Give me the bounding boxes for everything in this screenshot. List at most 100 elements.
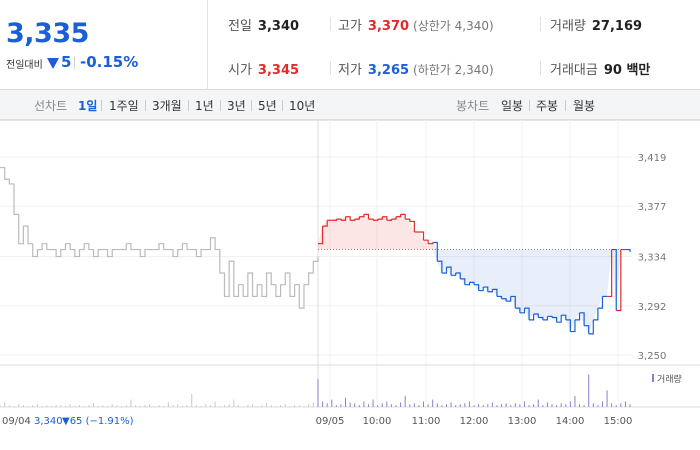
today-line-segment — [382, 216, 388, 221]
today-line-segment — [386, 219, 393, 221]
period-tab-1w[interactable]: 1주일 — [109, 99, 139, 113]
down-triangle-icon — [47, 58, 59, 69]
today-line-segment — [363, 213, 370, 220]
stat-label: 시가 — [228, 63, 252, 78]
change-label: 전일대비 — [6, 60, 43, 71]
today-line-segment — [579, 312, 585, 326]
intraday-chart-area: 3,419 3,377 3,334 3,292 3,250 거래량 09/05 10:00 11… — [0, 120, 700, 450]
today-line-segment — [405, 218, 411, 222]
today-line-segment — [377, 216, 383, 220]
today-line-segment — [464, 282, 471, 286]
stat-low: 저가 3,265 (하한가 2,340) — [338, 59, 494, 78]
change-value: 5 — [61, 53, 72, 71]
stat-sub: (하한가 2,340) — [413, 63, 494, 77]
today-line-segment — [538, 316, 544, 320]
period-divider — [251, 100, 252, 111]
today-line-segment — [474, 284, 480, 291]
period-tab-3y[interactable]: 3년 — [227, 99, 246, 113]
today-line-segment — [561, 314, 567, 320]
change-divider — [74, 57, 75, 69]
today-line-segment — [350, 219, 356, 221]
today-line-segment — [432, 241, 438, 262]
today-line-segment — [588, 319, 594, 335]
stat-amount: 거래대금 90 백만 — [550, 59, 650, 78]
today-line-segment — [529, 313, 535, 321]
stat-label: 전일 — [228, 19, 252, 34]
stat-label: 거래량 — [550, 19, 586, 34]
candle-tab-weekly[interactable]: 주봉 — [536, 99, 559, 113]
period-tab-1y[interactable]: 1년 — [195, 99, 214, 113]
stat-value: 3,340 — [257, 19, 300, 34]
candle-tab-monthly[interactable]: 월봉 — [573, 99, 596, 113]
period-divider — [220, 100, 221, 111]
today-line-segment — [510, 295, 516, 309]
period-tab-5y[interactable]: 5년 — [258, 99, 277, 113]
today-line-segment — [446, 266, 452, 276]
stat-value: 3,370 — [367, 19, 410, 34]
stat-volume: 거래량 27,169 — [550, 15, 642, 34]
prev-day-close: 3,340 — [34, 416, 63, 427]
period-tab-3m[interactable]: 3개월 — [152, 99, 182, 113]
stat-divider — [540, 17, 541, 31]
today-line-segment — [460, 278, 466, 285]
today-line-segment — [570, 319, 576, 333]
today-line-segment — [565, 319, 571, 332]
today-line-segment — [336, 218, 342, 221]
today-line-segment — [441, 267, 448, 274]
stat-label: 저가 — [338, 63, 362, 78]
x-tick-label: 12:00 — [460, 416, 489, 427]
today-line-segment — [501, 298, 507, 302]
current-price: 3,335 — [6, 18, 89, 49]
y-tick-label: 3,334 — [638, 253, 667, 264]
stat-label: 거래대금 — [550, 63, 598, 78]
today-line-segment — [437, 260, 443, 273]
today-line-segment — [597, 296, 604, 309]
stat-value: 3,265 — [367, 63, 410, 78]
today-line-segment — [469, 281, 475, 285]
today-line-segment — [451, 272, 457, 276]
today-line-segment — [478, 287, 484, 292]
stat-sub: (상한가 4,340) — [413, 19, 494, 33]
today-line-segment — [616, 249, 622, 312]
stat-divider — [540, 61, 541, 75]
x-tick-label: 14:00 — [556, 416, 585, 427]
prev-day-change: ▼65 (−1.91%) — [62, 416, 134, 427]
y-tick-label: 3,377 — [638, 202, 667, 213]
line-chart-label: 선차트 — [34, 99, 68, 113]
stat-value: 3,345 — [257, 63, 300, 78]
x-tick-label: 11:00 — [412, 416, 441, 427]
today-line-segment — [359, 214, 365, 218]
today-line-segment — [515, 307, 521, 313]
prev-day-line — [0, 166, 319, 309]
today-line-segment — [533, 313, 539, 318]
x-tick-label: 10:00 — [363, 416, 392, 427]
prev-day-date: 09/04 — [2, 416, 31, 427]
y-tick-label: 3,292 — [638, 302, 667, 313]
stat-high: 고가 3,370 (상한가 4,340) — [338, 15, 494, 34]
stat-divider — [330, 17, 331, 31]
today-line-segment — [496, 295, 503, 299]
period-divider — [565, 100, 566, 111]
stat-value: 27,169 — [591, 19, 643, 34]
today-line-segment — [492, 288, 498, 297]
period-divider — [101, 100, 102, 111]
stat-divider — [330, 61, 331, 75]
y-tick-label: 3,419 — [638, 153, 667, 164]
today-line-segment — [345, 216, 351, 221]
today-line-segment — [524, 307, 530, 320]
today-line-segment — [409, 220, 415, 232]
stat-label: 고가 — [338, 19, 362, 34]
today-line-segment — [611, 248, 617, 311]
candle-tab-daily[interactable]: 일봉 — [501, 99, 524, 113]
intraday-chart: 3,419 3,377 3,334 3,292 3,250 거래량 09/05 10:00 11… — [0, 120, 700, 427]
period-tab-1d[interactable]: 1일 — [78, 99, 98, 113]
today-line-segment — [423, 239, 429, 244]
period-tab-10y[interactable]: 10년 — [289, 99, 316, 113]
chart-period-bar: 선차트 1일 1주일 3개월 1년 3년 5년 10년 봉차트 일봉 주봉 월봉 — [0, 90, 700, 120]
today-line-segment — [593, 308, 599, 321]
period-divider — [282, 100, 283, 111]
today-line-segment — [556, 315, 562, 323]
today-line-segment — [552, 316, 558, 323]
today-line-segment — [428, 242, 434, 245]
today-line-segment — [487, 289, 493, 293]
